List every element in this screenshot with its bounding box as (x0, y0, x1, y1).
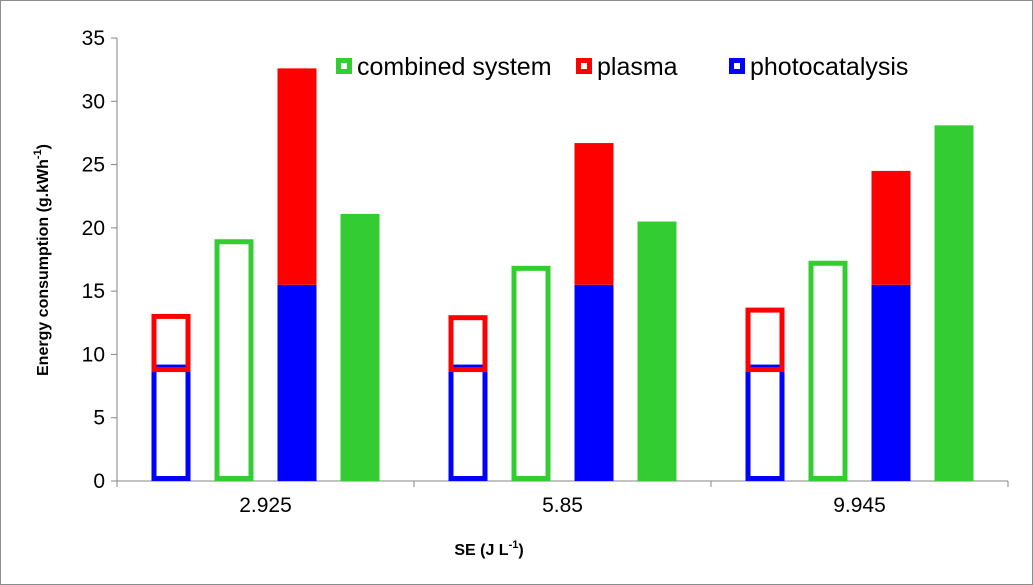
bar-plasma-segment (871, 170, 911, 285)
legend-label-combined-system: combined system (357, 53, 552, 81)
bar-combined-system-segment (934, 125, 974, 481)
bar-photocatalysis-segment (151, 364, 191, 482)
x-tick-label: 9.945 (833, 494, 886, 517)
y-tick-label: 25 (82, 154, 105, 177)
y-tick-label: 10 (82, 343, 105, 366)
legend-label-plasma: plasma (597, 53, 678, 81)
y-axis-title: Energy consumption (g.kWh-1) (32, 144, 52, 376)
x-tick-label: 2.925 (239, 494, 292, 517)
bar-plasma-segment (574, 143, 614, 285)
legend-swatch-center (734, 63, 740, 69)
legend-swatch-center (581, 63, 587, 69)
x-axis-title: SE (J L-1) (454, 539, 523, 559)
y-tick-label: 30 (82, 90, 105, 113)
bar-combined-system-segment (637, 221, 677, 481)
bar-plasma-segment (151, 313, 191, 373)
bar-plasma-segment (277, 68, 317, 285)
bar-photocatalysis-segment (277, 284, 317, 481)
y-tick-label: 5 (93, 407, 105, 430)
legend: combined system plasma photocatalysis (336, 53, 908, 81)
bar-photocatalysis-segment (574, 284, 614, 481)
bar-photocatalysis-segment (871, 284, 911, 481)
bar-photocatalysis-segment (448, 364, 488, 482)
bar-combined-system-segment (808, 260, 848, 481)
bars (151, 68, 974, 482)
legend-label-photocatalysis: photocatalysis (750, 53, 908, 81)
bar-photocatalysis-segment (745, 364, 785, 482)
bar-combined-system-segment (511, 265, 551, 482)
y-axis: 0 5 10 15 20 25 30 35 (82, 27, 118, 493)
y-tick-label: 0 (93, 470, 105, 493)
x-axis: 2.925 5.85 9.945 (116, 480, 1009, 517)
bar-combined-system-segment (340, 213, 380, 482)
x-tick-label: 5.85 (542, 494, 583, 517)
bar-combined-system-segment (214, 239, 254, 481)
y-tick-label: 20 (82, 217, 105, 240)
bar-plasma-segment (745, 307, 785, 373)
bar-plasma-segment (448, 315, 488, 373)
y-tick-label: 15 (82, 280, 105, 303)
y-tick-label: 35 (82, 27, 105, 50)
legend-swatch-center (341, 63, 347, 69)
